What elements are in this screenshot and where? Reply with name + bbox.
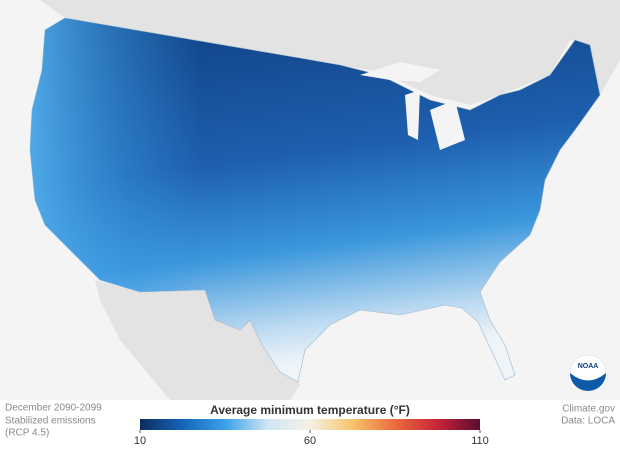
mexico [95,280,300,400]
credit-site: Climate.gov [562,404,615,415]
colorbar: 10 60 110 [134,419,489,447]
canada [40,0,620,105]
caption-scenario: Stabilized emissions [5,416,96,427]
colorbar-title: Average minimum temperature (°F) [210,403,410,417]
caption-period: December 2090-2099 [5,403,102,414]
noaa-logo: NOAA [570,355,606,391]
colorbar-gradient [140,419,480,430]
logo-text: NOAA [578,363,599,370]
great-lakes [360,62,465,150]
caption-detail: (RCP 4.5) [5,428,49,439]
credit-source: Data: LOCA [561,416,615,427]
us-map [29,17,601,383]
colorbar-tick-label: 10 [134,435,146,447]
colorbar-tick-label: 110 [471,435,489,447]
colorbar-tick-label: 60 [304,435,316,447]
